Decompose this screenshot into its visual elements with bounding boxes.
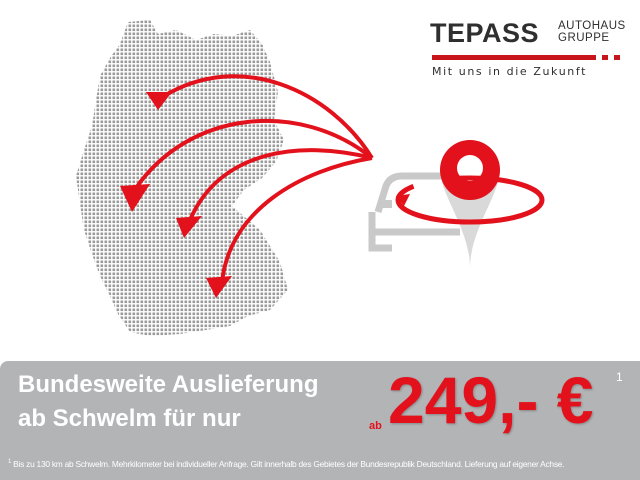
price-footnote-mark: 1 bbox=[616, 370, 623, 384]
logo-square bbox=[602, 55, 608, 60]
footnote: 1 Bis zu 130 km ab Schwelm. Mehrkilomete… bbox=[8, 459, 565, 469]
logo-sub-line1: AUTOHAUS bbox=[558, 20, 626, 32]
offer-banner bbox=[0, 361, 640, 480]
price-prefix: ab bbox=[369, 420, 382, 432]
logo-subtitle: AUTOHAUS GRUPPE bbox=[558, 20, 626, 44]
footnote-text: Bis zu 130 km ab Schwelm. Mehrkilometer … bbox=[13, 459, 565, 469]
banner-headline: Bundesweite Auslieferung ab Schwelm für … bbox=[18, 368, 319, 436]
logo-tagline: Mit uns in die Zukunft bbox=[432, 65, 588, 78]
headline-line1: Bundesweite Auslieferung bbox=[18, 371, 319, 398]
delivery-arrows bbox=[134, 74, 374, 283]
logo-bar bbox=[432, 55, 596, 60]
car-icon bbox=[368, 172, 460, 252]
logo-square bbox=[614, 55, 620, 60]
logo-sub-line2: GRUPPE bbox=[558, 32, 610, 44]
logo-name: TEPASS bbox=[430, 18, 540, 48]
germany-dot-map bbox=[76, 20, 288, 336]
footnote-mark: 1 bbox=[8, 459, 12, 466]
price: 249,- € bbox=[388, 363, 594, 437]
arrow-heads bbox=[120, 92, 232, 298]
headline-line2: ab Schwelm für nur bbox=[18, 405, 241, 432]
location-pin-icon bbox=[395, 140, 545, 268]
